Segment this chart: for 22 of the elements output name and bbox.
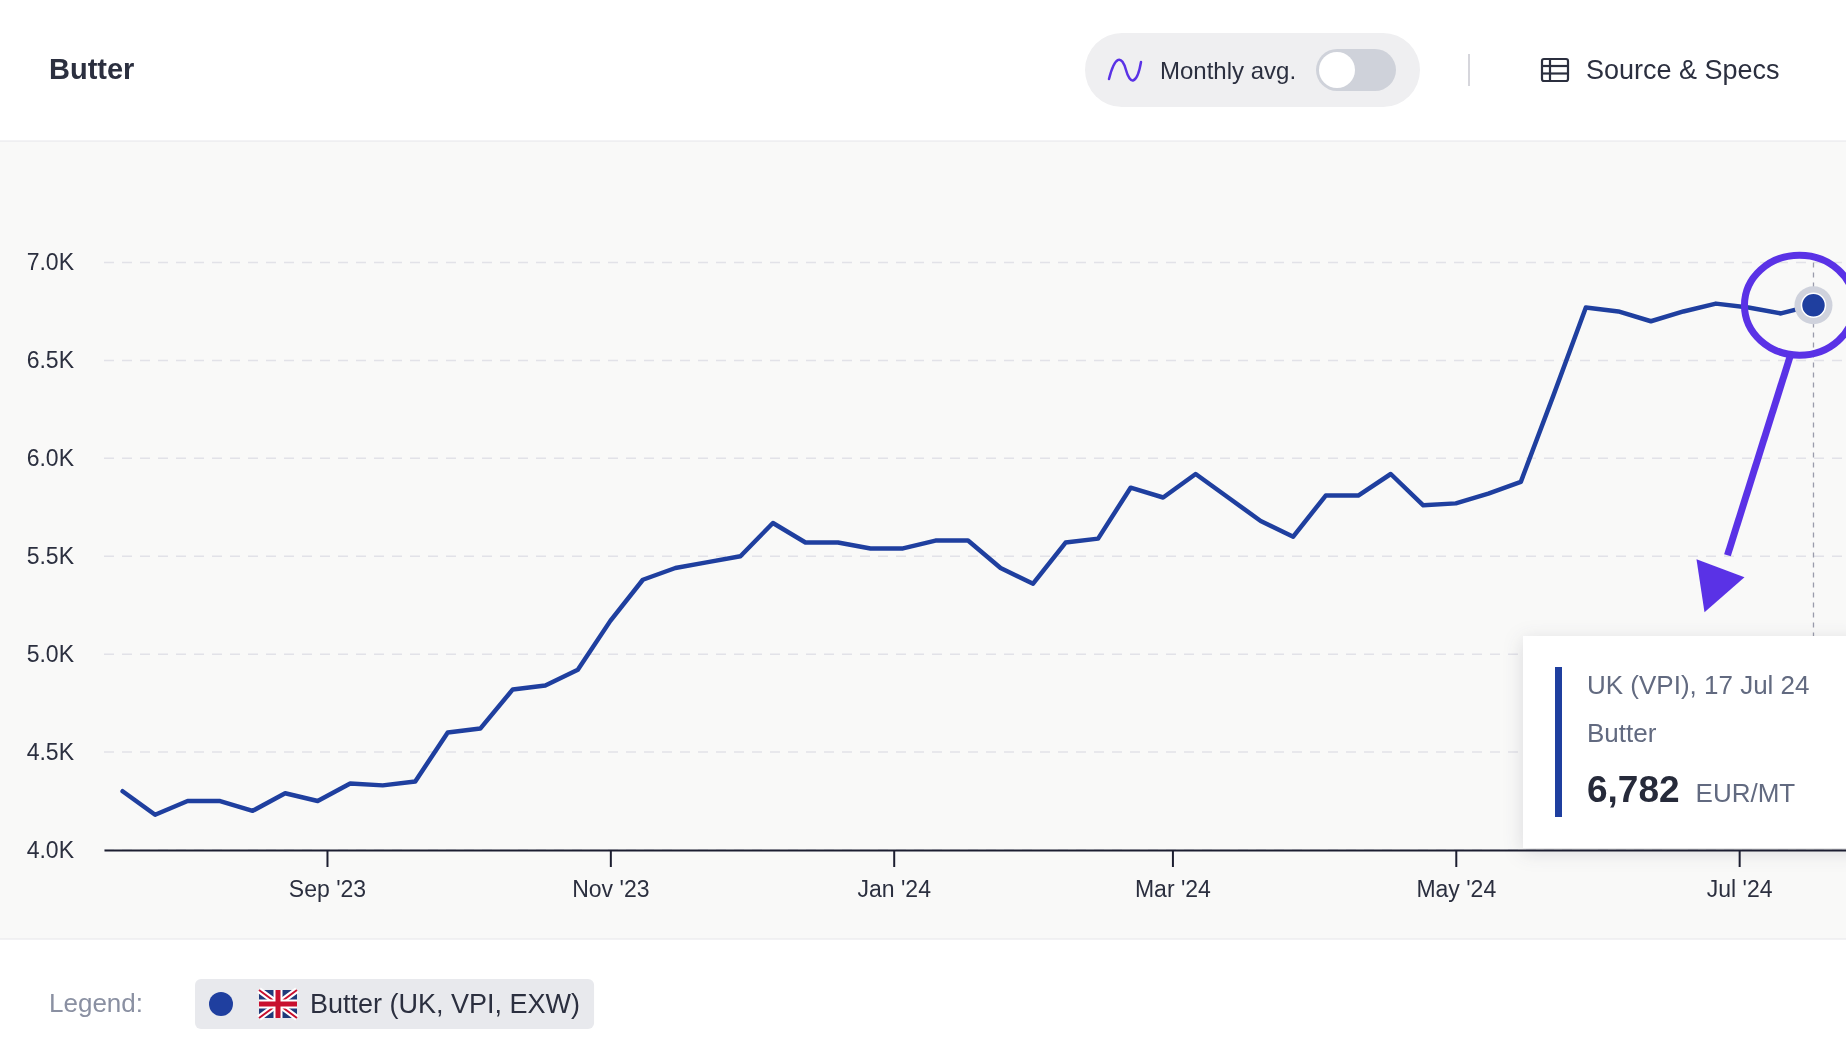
- x-tick-label: Jan '24: [857, 876, 932, 903]
- text: Monthly avg.: [1160, 57, 1297, 84]
- x-tick-label: May '24: [1416, 876, 1497, 903]
- annotation: EUR/MT: [1695, 778, 1796, 808]
- annotation: UK (VPI), 17 Jul 24: [1587, 670, 1810, 700]
- text: Butter (UK, VPI, EXW): [310, 989, 581, 1019]
- chart-title: Butter: [49, 53, 135, 85]
- y-tick-label: 4.0K: [26, 836, 75, 863]
- y-tick-label: 6.0K: [26, 445, 75, 472]
- y-tick-label: 5.0K: [26, 641, 75, 668]
- text: Legend:: [49, 988, 143, 1018]
- source-note: Source & Specs: [1586, 55, 1780, 85]
- annotation: Butter: [1587, 718, 1657, 748]
- y-tick-label: 7.0K: [26, 249, 75, 276]
- x-tick-label: Jul '24: [1706, 876, 1773, 903]
- y-tick-label: 5.5K: [26, 543, 75, 570]
- y-tick-label: 6.5K: [26, 347, 75, 374]
- y-tick-label: 4.5K: [26, 738, 75, 765]
- annotation: 6,782: [1587, 769, 1680, 810]
- x-tick-label: Nov '23: [572, 876, 650, 903]
- x-tick-label: Mar '24: [1134, 876, 1212, 903]
- x-tick-label: Sep '23: [288, 876, 367, 903]
